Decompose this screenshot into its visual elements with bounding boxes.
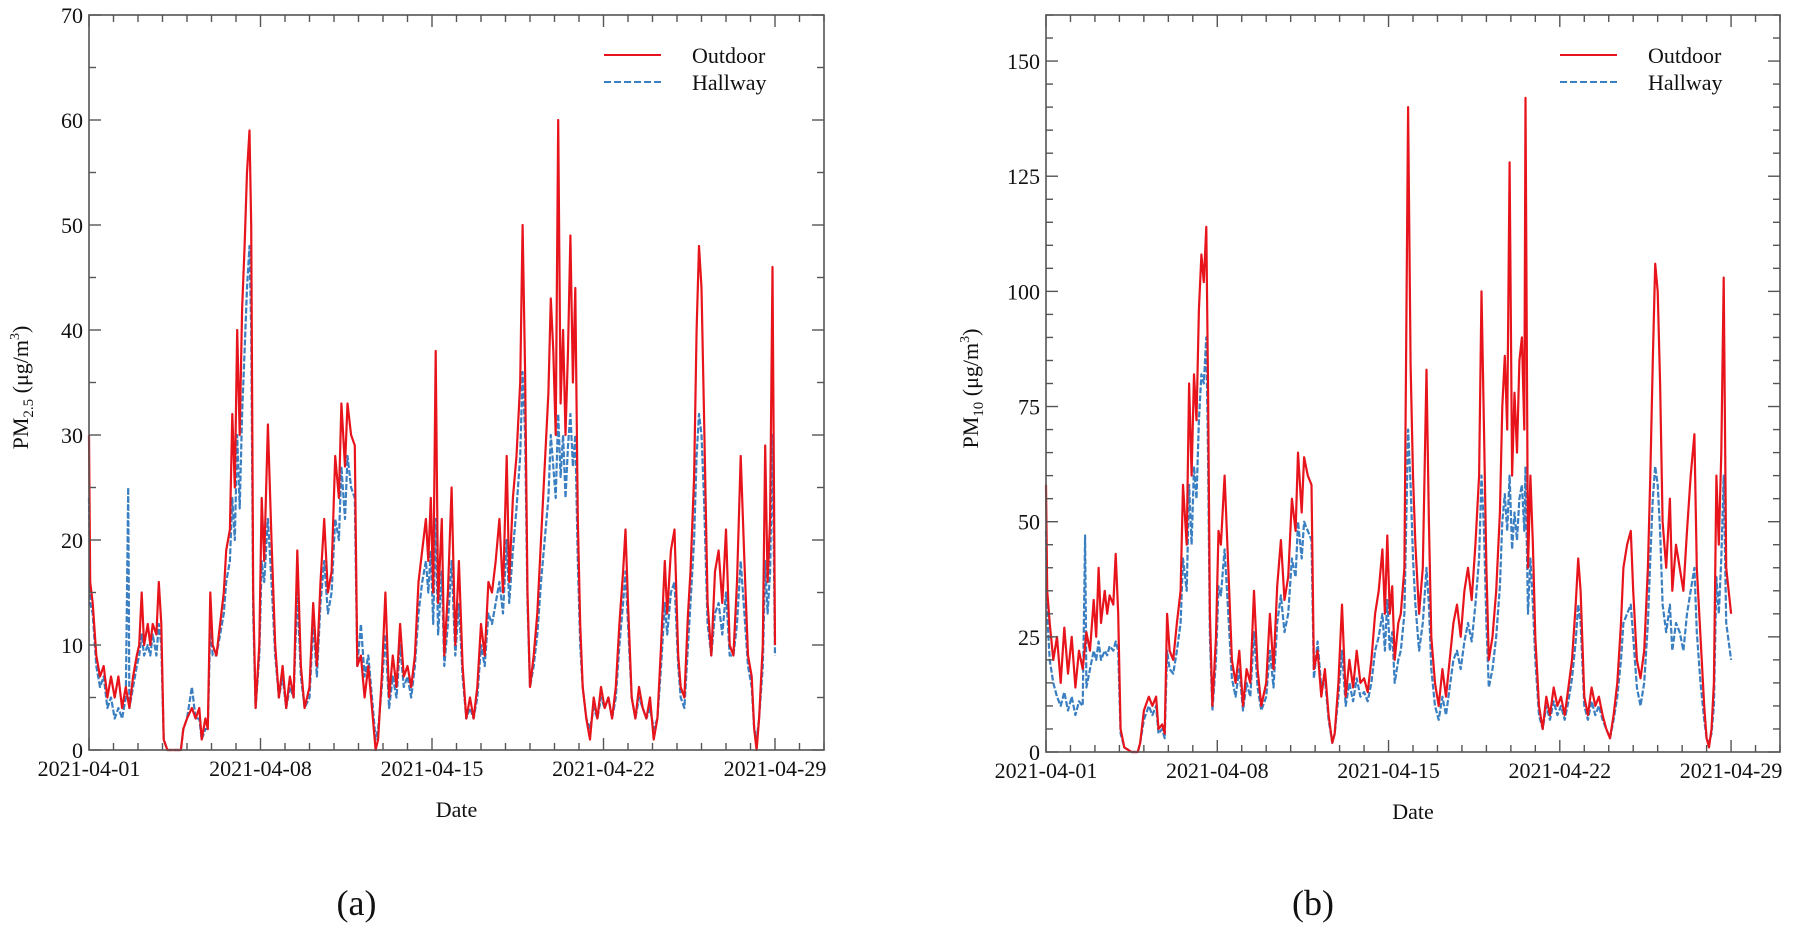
panel-a-y-tick-label: 0 (72, 738, 83, 763)
panel-a-x-tick-label: 2021-04-29 (724, 756, 827, 781)
panel-a-series-outdoor (87, 118, 777, 752)
panel-a-y-tick-label: 60 (61, 108, 83, 133)
panel-b-ylabel-sub: 10 (971, 402, 987, 417)
panel-a-legend-outdoor-label: Outdoor (692, 43, 766, 68)
panel-b-series-outdoor (1044, 96, 1733, 754)
panel-b-x-tick-label: 2021-04-22 (1508, 758, 1611, 783)
panel-a-x-tick-label: 2021-04-08 (209, 756, 312, 781)
panel-b-ylabel-close: ) (958, 329, 983, 336)
panel-b-y-tick-label: 25 (1018, 625, 1040, 650)
panel-a-ylabel-unit: (μg/m (8, 340, 33, 399)
panel-b-ylabel-unit: (μg/m (958, 343, 983, 402)
panel-a-ylabel-close: ) (8, 326, 33, 333)
panel-a-x-axis-title: Date (436, 797, 478, 822)
panel-b-label: (b) (1292, 883, 1334, 923)
panel-a-y-tick-label: 50 (61, 213, 83, 238)
panel-b-y-axis-title: PM10 (μg/m3) (958, 329, 987, 449)
panel-b-ylabel-main: PM (958, 417, 983, 449)
panel-b-pm10: 2021-04-01 2021-04-08 2021-04-15 2021-04-22… (958, 14, 1783, 923)
panel-a-label: (a) (337, 883, 377, 923)
panel-b-x-tick-label: 2021-04-29 (1680, 758, 1783, 783)
panel-b-y-tick-label: 150 (1007, 49, 1040, 74)
panel-b-x-tick-label: 2021-04-01 (995, 758, 1098, 783)
panel-b-series-layer (1044, 96, 1733, 754)
panel-a-series-hallway (87, 244, 777, 752)
panel-b-y-tick-label: 50 (1018, 510, 1040, 535)
panel-b-x-tick-label: 2021-04-15 (1337, 758, 1440, 783)
panel-a-ylabel-main: PM (8, 418, 33, 450)
panel-b-y-tick-labels: 0 25 50 75 100 125 150 (1007, 49, 1040, 765)
panel-a-y-tick-label: 40 (61, 318, 83, 343)
panel-a-legend-hallway-label: Hallway (692, 70, 767, 95)
panel-a-x-tick-label: 2021-04-15 (381, 756, 484, 781)
panel-a-x-tick-label: 2021-04-01 (38, 756, 141, 781)
panel-a-pm25: 2021-04-01 2021-04-08 2021-04-15 2021-04-22… (8, 3, 826, 923)
panel-a-ticks (88, 14, 825, 751)
panel-b-legend-hallway-label: Hallway (1648, 70, 1723, 95)
panel-a-y-tick-label: 10 (61, 633, 83, 658)
panel-a-y-tick-labels: 0 10 20 30 40 50 60 70 (61, 3, 83, 763)
panel-b-x-axis-title: Date (1392, 799, 1434, 824)
panel-a-y-tick-label: 30 (61, 423, 83, 448)
panel-a-x-tick-label: 2021-04-22 (552, 756, 655, 781)
panel-a-ylabel-sup: 3 (8, 333, 23, 340)
panel-a-legend: Outdoor Hallway (604, 43, 767, 95)
panel-a-ylabel-sub: 2.5 (21, 399, 37, 418)
panel-b-legend: Outdoor Hallway (1560, 43, 1723, 95)
panel-b-x-tick-label: 2021-04-08 (1166, 758, 1269, 783)
panel-b-y-tick-label: 75 (1018, 395, 1040, 420)
panel-a-y-axis-title: PM2.5 (μg/m3) (8, 326, 37, 450)
panel-b-plot-frame (1045, 14, 1781, 753)
panel-b-y-tick-label: 100 (1007, 279, 1040, 304)
panel-b-x-tick-labels: 2021-04-01 2021-04-08 2021-04-15 2021-04-22… (995, 758, 1783, 783)
panel-a-x-tick-labels: 2021-04-01 2021-04-08 2021-04-15 2021-04-22… (38, 756, 827, 781)
panel-a-series-layer (87, 118, 777, 752)
panel-b-series-hallway (1044, 336, 1733, 754)
panel-a-y-tick-label: 70 (61, 3, 83, 28)
panel-b-y-tick-label: 125 (1007, 164, 1040, 189)
panel-a-y-tick-label: 20 (61, 528, 83, 553)
panel-b-ticks (1045, 14, 1781, 753)
panel-b-legend-outdoor-label: Outdoor (1648, 43, 1722, 68)
panel-b-ylabel-sup: 3 (958, 336, 973, 343)
panel-b-y-tick-label: 0 (1029, 740, 1040, 765)
